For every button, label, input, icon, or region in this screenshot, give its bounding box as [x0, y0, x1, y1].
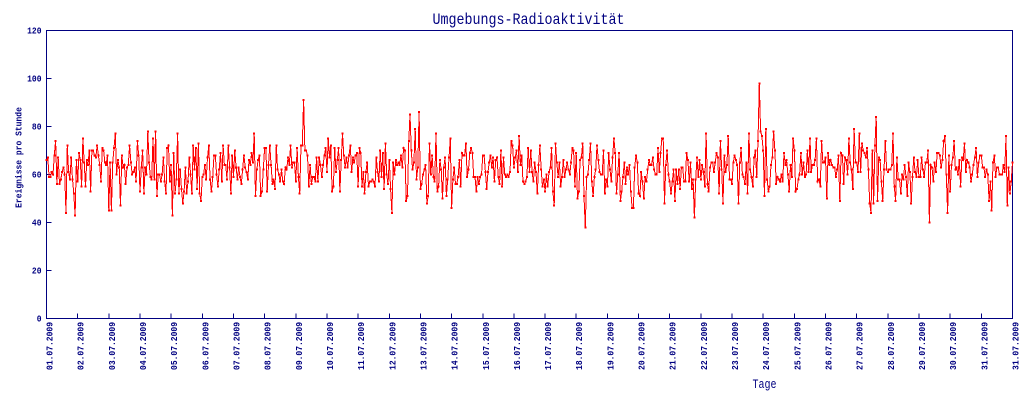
- svg-text:19.07.2009: 19.07.2009: [606, 322, 617, 370]
- svg-text:04.07.2009: 04.07.2009: [138, 322, 149, 370]
- svg-text:14.07.2009: 14.07.2009: [450, 322, 461, 370]
- svg-text:17.07.2009: 17.07.2009: [543, 322, 554, 370]
- svg-text:31.07.2009: 31.07.2009: [1011, 322, 1022, 370]
- svg-text:06.07.2009: 06.07.2009: [201, 322, 212, 370]
- svg-text:80: 80: [32, 122, 42, 133]
- svg-text:01.07.2009: 01.07.2009: [45, 322, 56, 370]
- svg-text:0: 0: [37, 314, 42, 325]
- svg-text:20: 20: [32, 266, 42, 277]
- svg-text:02.07.2009: 02.07.2009: [76, 322, 87, 370]
- svg-text:24.07.2009: 24.07.2009: [762, 322, 773, 370]
- svg-text:23.07.2009: 23.07.2009: [730, 322, 741, 370]
- svg-text:120: 120: [27, 26, 41, 37]
- svg-text:28.07.2009: 28.07.2009: [886, 322, 897, 370]
- svg-text:03.07.2009: 03.07.2009: [107, 322, 118, 370]
- svg-text:10.07.2009: 10.07.2009: [325, 322, 336, 370]
- svg-text:12.07.2009: 12.07.2009: [388, 322, 399, 370]
- svg-text:13.07.2009: 13.07.2009: [419, 322, 430, 370]
- svg-text:18.07.2009: 18.07.2009: [575, 322, 586, 370]
- svg-text:25.07.2009: 25.07.2009: [793, 322, 804, 370]
- svg-text:40: 40: [32, 218, 42, 229]
- svg-text:60: 60: [32, 170, 42, 181]
- svg-text:09.07.2009: 09.07.2009: [294, 322, 305, 370]
- svg-text:05.07.2009: 05.07.2009: [170, 322, 181, 370]
- svg-text:Tage: Tage: [753, 378, 777, 393]
- svg-text:11.07.2009: 11.07.2009: [357, 322, 368, 370]
- svg-text:27.07.2009: 27.07.2009: [855, 322, 866, 370]
- svg-text:Umgebungs-Radioaktivität: Umgebungs-Radioaktivität: [432, 12, 624, 29]
- svg-text:07.07.2009: 07.07.2009: [232, 322, 243, 370]
- svg-text:30.07.2009: 30.07.2009: [949, 322, 960, 370]
- svg-text:Ereignisse pro Stunde: Ereignisse pro Stunde: [14, 107, 25, 208]
- svg-text:20.07.2009: 20.07.2009: [637, 322, 648, 370]
- svg-text:08.07.2009: 08.07.2009: [263, 322, 274, 370]
- svg-text:21.07.2009: 21.07.2009: [668, 322, 679, 370]
- svg-text:15.07.2009: 15.07.2009: [481, 322, 492, 370]
- svg-text:16.07.2009: 16.07.2009: [512, 322, 523, 370]
- svg-text:100: 100: [27, 74, 41, 85]
- svg-text:22.07.2009: 22.07.2009: [699, 322, 710, 370]
- svg-text:26.07.2009: 26.07.2009: [824, 322, 835, 370]
- svg-text:29.07.2009: 29.07.2009: [917, 322, 928, 370]
- svg-text:31.07.2009: 31.07.2009: [980, 322, 991, 370]
